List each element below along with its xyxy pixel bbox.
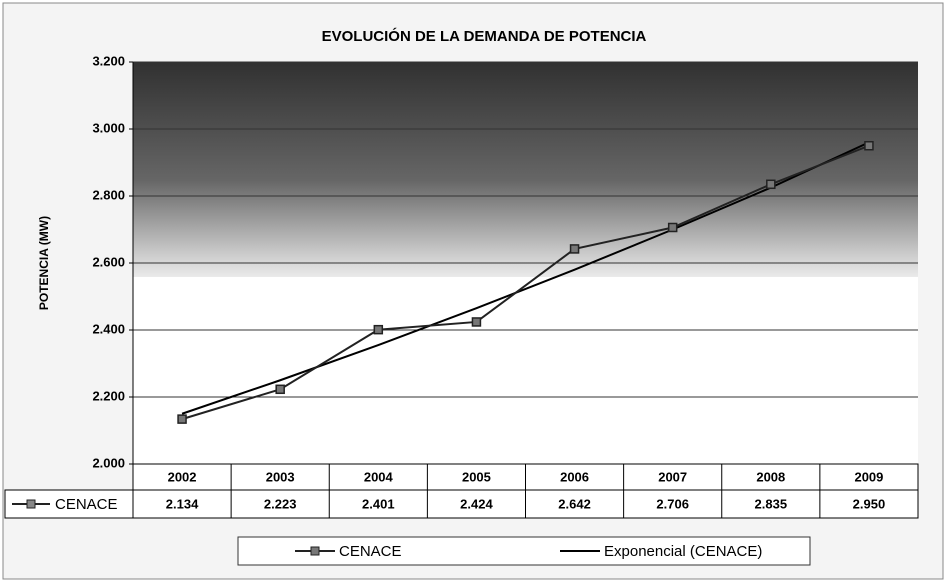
legend-label: Exponencial (CENACE) bbox=[604, 543, 762, 560]
legend-label: CENACE bbox=[339, 543, 402, 560]
y-axis-label: POTENCIA (MW) bbox=[37, 216, 51, 310]
table-value: 2.950 bbox=[853, 496, 886, 511]
y-tick-label: 2.000 bbox=[92, 455, 125, 470]
x-tick-label: 2008 bbox=[756, 469, 785, 484]
x-tick-label: 2003 bbox=[266, 469, 295, 484]
y-tick-label: 3.200 bbox=[92, 53, 125, 68]
table-series-name: CENACE bbox=[55, 496, 118, 513]
series-line bbox=[181, 141, 870, 415]
x-tick-label: 2009 bbox=[854, 469, 883, 484]
x-tick-label: 2007 bbox=[658, 469, 687, 484]
x-tick-label: 2004 bbox=[364, 469, 394, 484]
table-value: 2.424 bbox=[460, 496, 493, 511]
point-marker bbox=[766, 179, 776, 190]
point-marker bbox=[471, 317, 482, 327]
point-marker bbox=[177, 414, 187, 424]
scan-shade bbox=[133, 62, 918, 277]
y-tick-label: 2.800 bbox=[92, 187, 125, 202]
table-value: 2.401 bbox=[362, 496, 395, 511]
table-value: 2.134 bbox=[166, 496, 199, 511]
y-tick-label: 2.600 bbox=[92, 254, 125, 269]
point-marker bbox=[864, 141, 874, 151]
y-tick-label: 3.000 bbox=[92, 120, 125, 135]
point-marker bbox=[373, 324, 384, 335]
point-marker bbox=[275, 384, 285, 395]
table-key-marker bbox=[26, 499, 36, 509]
series-line bbox=[181, 144, 870, 421]
y-tick-label: 2.400 bbox=[92, 321, 125, 336]
x-tick-label: 2005 bbox=[462, 469, 491, 484]
x-tick-label: 2002 bbox=[168, 469, 197, 484]
table-value: 2.706 bbox=[656, 496, 689, 511]
table-value: 2.642 bbox=[558, 496, 591, 511]
chart-title: EVOLUCIÓN DE LA DEMANDA DE POTENCIA bbox=[322, 27, 647, 45]
y-tick-label: 2.200 bbox=[92, 388, 125, 403]
x-tick-label: 2006 bbox=[560, 469, 589, 484]
legend-marker bbox=[310, 546, 320, 556]
table-value: 2.835 bbox=[755, 496, 788, 511]
point-marker bbox=[569, 244, 580, 254]
point-marker bbox=[667, 222, 678, 233]
table-value: 2.223 bbox=[264, 496, 297, 511]
